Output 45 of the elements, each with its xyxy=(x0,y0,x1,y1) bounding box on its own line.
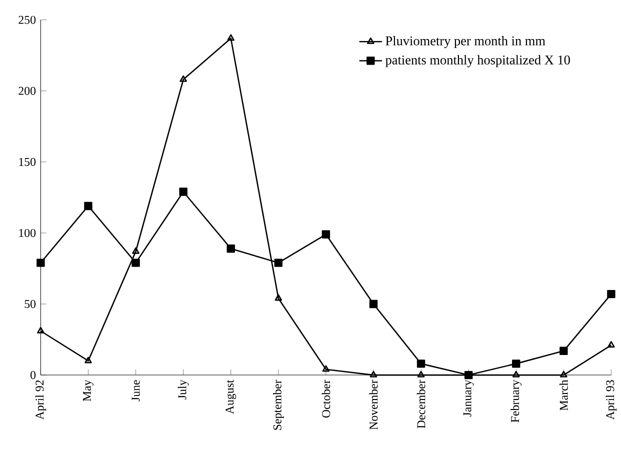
point xyxy=(226,244,235,252)
x-tick-label: September xyxy=(273,380,284,430)
point xyxy=(369,300,378,308)
point xyxy=(416,359,426,368)
x-tick-label: June xyxy=(132,380,140,402)
point xyxy=(322,230,330,238)
y-tick-label: 150 xyxy=(19,158,36,166)
x-tick-label: May xyxy=(83,380,94,401)
y-tick-label: 250 xyxy=(18,16,36,24)
legend-label: Pluviometry per month in mm xyxy=(386,36,546,48)
y-tick-label: 0 xyxy=(30,370,36,379)
point xyxy=(274,258,282,267)
legend-label: patients monthly hospitalized X 10 xyxy=(385,54,570,67)
y-tick-label: 200 xyxy=(18,86,36,95)
point xyxy=(180,75,187,82)
point xyxy=(227,34,234,40)
point xyxy=(132,258,140,267)
point xyxy=(322,365,330,372)
point xyxy=(36,258,45,267)
y-tick-label: 100 xyxy=(19,228,36,237)
x-tick-label: July xyxy=(178,380,189,400)
x-tick-label: April 93 xyxy=(606,380,617,420)
x-tick-label: April 92 xyxy=(35,380,46,420)
x-tick-label: March xyxy=(559,380,568,410)
point xyxy=(274,294,282,300)
point xyxy=(607,290,616,298)
point xyxy=(608,340,615,348)
point xyxy=(417,370,425,378)
point xyxy=(37,326,44,334)
point xyxy=(560,370,568,378)
x-tick-label: January xyxy=(463,380,474,416)
point xyxy=(560,346,568,355)
point xyxy=(84,202,92,210)
point xyxy=(179,187,188,196)
point xyxy=(512,370,520,378)
x-tick-label: November xyxy=(369,380,378,430)
x-tick-label: February xyxy=(510,380,522,422)
point xyxy=(370,370,378,378)
x-tick-label: October xyxy=(322,380,330,418)
y-tick-label: 50 xyxy=(24,300,36,308)
point xyxy=(84,356,92,364)
point xyxy=(132,247,140,254)
x-tick-label: December xyxy=(416,380,426,428)
point xyxy=(512,359,520,368)
x-tick-label: August xyxy=(226,380,236,414)
